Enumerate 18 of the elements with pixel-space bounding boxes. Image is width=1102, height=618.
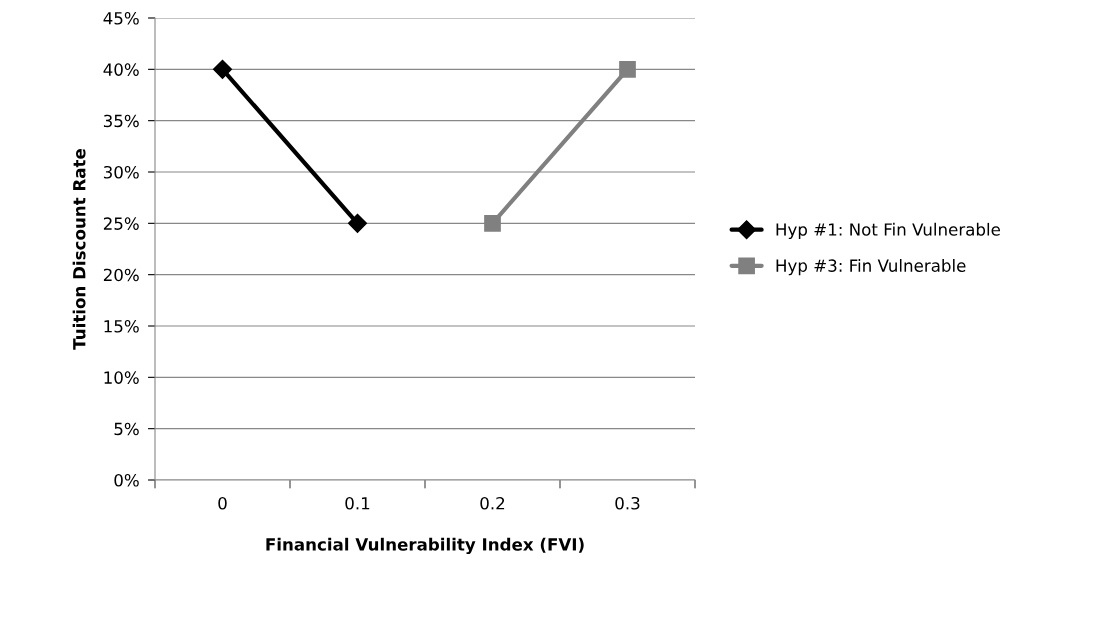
x-axis-title: Financial Vulnerability Index (FVI) (266, 537, 584, 555)
y-tick-label: 5% (114, 422, 139, 436)
x-tick-label: 0.3 (615, 496, 640, 510)
y-tick-label: 0% (114, 473, 139, 487)
y-axis-title: Tuition Discount Rate (72, 149, 86, 350)
y-tick-label: 35% (103, 114, 139, 128)
x-tick-label: 0.2 (480, 496, 505, 510)
legend-label: Hyp #1: Not Fin Vulnerable (776, 222, 1000, 239)
y-tick-label: 45% (103, 11, 139, 25)
y-tick-label: 15% (104, 319, 139, 333)
x-tick-label: 0.1 (345, 496, 370, 510)
y-tick-label: 25% (103, 217, 139, 230)
y-tick-label: 30% (103, 165, 139, 179)
x-tick-label: 0 (218, 496, 227, 510)
y-tick-label: 20% (103, 268, 139, 282)
y-tick-label: 10% (104, 371, 139, 384)
y-tick-label: 40% (103, 63, 139, 76)
legend-label: Hyp #3: Fin Vulnerable (776, 259, 966, 276)
